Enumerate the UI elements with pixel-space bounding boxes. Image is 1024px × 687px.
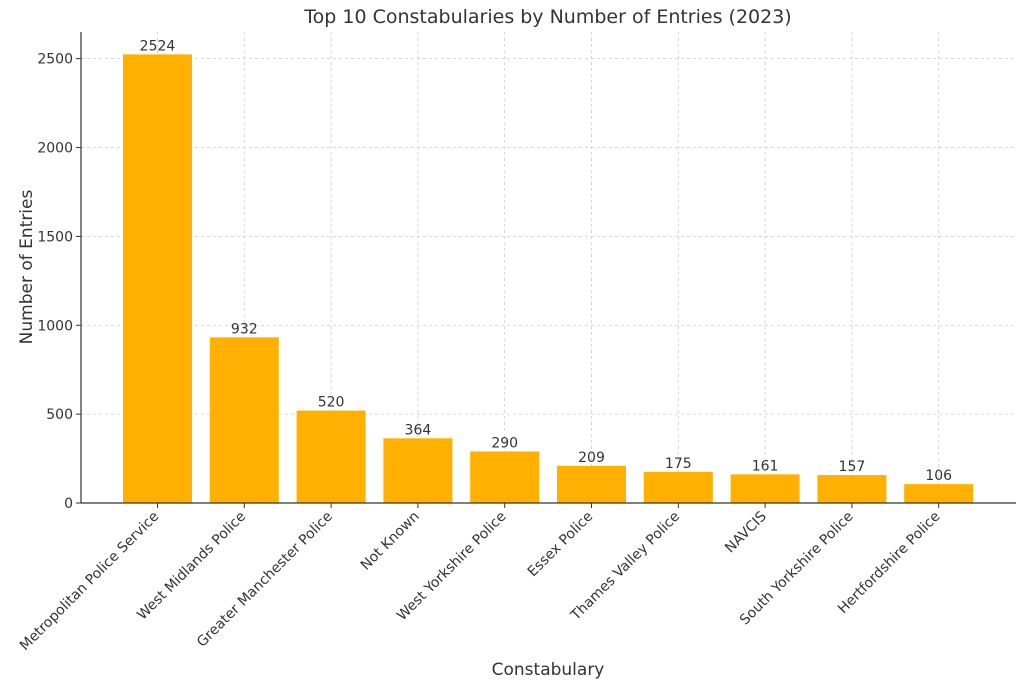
chart-title: Top 10 Constabularies by Number of Entri… [303, 6, 791, 28]
bar [730, 474, 800, 503]
y-tick-label: 1500 [37, 229, 73, 245]
y-tick-label: 1000 [37, 318, 73, 334]
bar [470, 451, 540, 503]
bar [817, 475, 887, 503]
y-axis: 0 500 1000 1500 2000 2500 [37, 32, 82, 512]
data-label: 157 [839, 459, 866, 475]
x-tick-label: Essex Police [525, 509, 597, 581]
bars [123, 54, 974, 504]
bar [643, 471, 713, 503]
y-tick-label: 0 [64, 496, 73, 512]
bar [296, 410, 366, 503]
data-label: 2524 [140, 38, 176, 54]
data-label: 932 [231, 321, 258, 337]
bar [557, 465, 626, 503]
y-tick-label: 500 [46, 407, 73, 423]
bar [123, 54, 192, 504]
x-axis-label: Constabulary [492, 660, 605, 680]
data-label: 106 [925, 468, 952, 484]
data-label: 520 [318, 395, 345, 411]
y-axis-label: Number of Entries [17, 190, 37, 345]
bar [209, 337, 279, 503]
x-tick-label: Not Known [358, 509, 423, 574]
data-label: 175 [665, 456, 692, 472]
bar [904, 484, 974, 503]
data-label: 209 [578, 450, 605, 466]
data-label: 161 [752, 458, 779, 474]
bar [383, 438, 453, 503]
data-label: 364 [405, 422, 432, 438]
y-tick-label: 2500 [37, 52, 73, 68]
data-labels: 2524 932 520 364 290 209 175 161 157 106 [140, 38, 952, 484]
data-label: 290 [491, 435, 518, 451]
x-tick-label: NAVCIS [722, 508, 770, 556]
y-tick-label: 2000 [37, 141, 73, 157]
grid [81, 32, 1016, 503]
x-tick-label: Metropolitan Police Service [17, 509, 162, 654]
